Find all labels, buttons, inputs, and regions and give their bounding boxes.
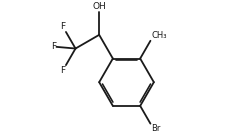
Text: OH: OH [92,2,106,11]
Text: F: F [60,66,65,75]
Text: F: F [51,42,56,51]
Text: Br: Br [151,124,160,133]
Text: F: F [60,22,65,31]
Text: CH₃: CH₃ [151,31,167,40]
